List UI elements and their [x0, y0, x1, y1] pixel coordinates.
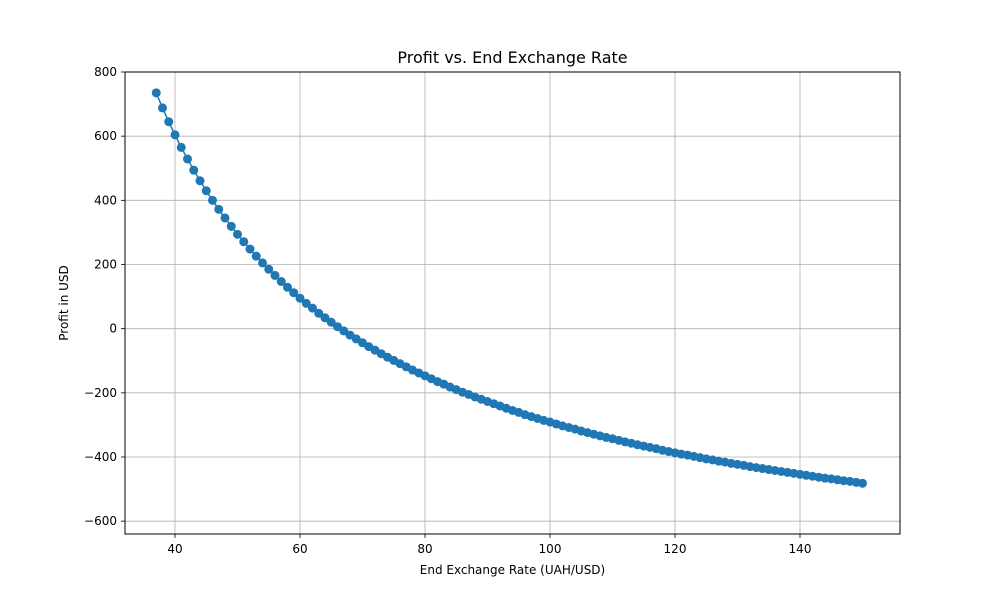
data-point — [264, 264, 274, 274]
y-axis-label: Profit in USD — [57, 265, 71, 341]
data-point — [183, 154, 192, 164]
data-point — [308, 303, 317, 313]
plot-frame — [124, 71, 901, 535]
y-tick-label: 0 — [109, 322, 117, 336]
data-point — [164, 117, 174, 127]
data-point — [295, 293, 305, 303]
y-tick-label: −600 — [84, 514, 117, 528]
data-point — [320, 313, 330, 323]
y-tick-label: 200 — [94, 258, 117, 272]
x-tick-label: 80 — [417, 542, 432, 556]
data-point — [258, 258, 267, 268]
y-tick-label: −200 — [84, 386, 117, 400]
data-point — [858, 478, 867, 488]
data-point — [176, 142, 186, 152]
y-tick-label: −400 — [84, 450, 117, 464]
data-point — [158, 103, 167, 113]
data-point — [195, 176, 205, 186]
data-point — [239, 237, 249, 247]
x-axis-label: End Exchange Rate (UAH/USD) — [420, 563, 605, 577]
data-point — [220, 213, 230, 223]
chart-title: Profit vs. End Exchange Rate — [397, 48, 627, 67]
data-point — [189, 165, 199, 175]
y-tick-label: 400 — [94, 193, 117, 207]
x-tick-label: 120 — [664, 542, 687, 556]
data-point — [326, 317, 336, 327]
data-point — [314, 308, 324, 318]
data-point — [245, 244, 255, 254]
data-point — [301, 298, 311, 308]
series — [151, 88, 867, 488]
data-point — [226, 221, 236, 231]
data-point — [276, 277, 286, 286]
data-point — [170, 130, 180, 140]
data-point — [214, 204, 224, 214]
grid — [125, 71, 900, 534]
data-point — [208, 195, 217, 205]
y-tick-label: 600 — [94, 129, 117, 143]
data-point — [151, 88, 161, 98]
data-point — [251, 251, 261, 261]
ticks: 40 60 80 100 120 140 800 600 400 200 0 −200 −400 −600 — [84, 65, 811, 556]
data-point — [233, 229, 242, 239]
data-point — [283, 282, 292, 292]
data-point — [289, 288, 299, 298]
x-tick-label: 100 — [539, 542, 562, 556]
y-tick-label: 800 — [94, 65, 117, 79]
data-point — [270, 270, 280, 280]
x-tick-label: 40 — [167, 542, 182, 556]
x-tick-label: 140 — [789, 542, 812, 556]
x-tick-label: 60 — [292, 542, 307, 556]
data-point — [201, 186, 211, 196]
